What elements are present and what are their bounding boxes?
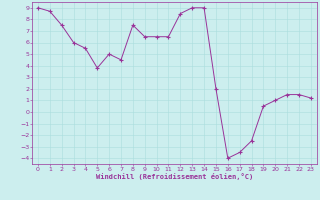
X-axis label: Windchill (Refroidissement éolien,°C): Windchill (Refroidissement éolien,°C) [96, 173, 253, 180]
